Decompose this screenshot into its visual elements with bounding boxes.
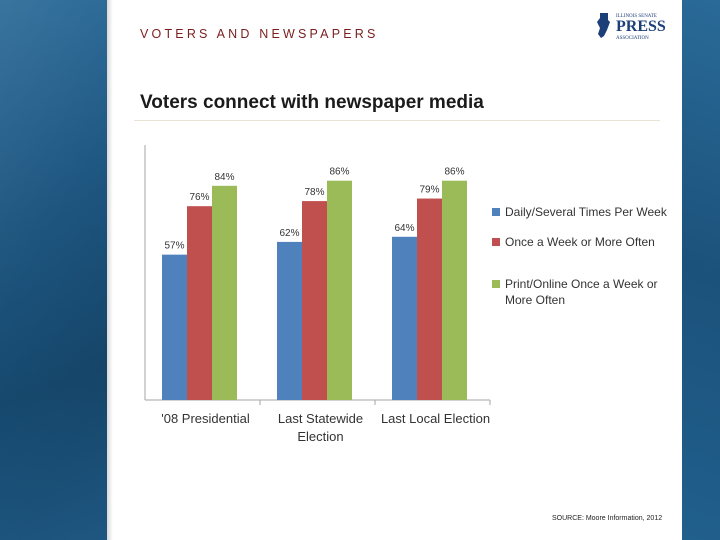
chart-legend: Daily/Several Times Per Week Once a Week …: [492, 204, 677, 308]
legend-item: Print/Online Once a Week or More Often: [492, 276, 677, 308]
bar: [417, 198, 442, 400]
slide-edge-shadow: [107, 0, 113, 540]
legend-label: Once a Week or More Often: [505, 235, 655, 249]
bar: [277, 241, 302, 400]
bar-data-label: 86%: [329, 167, 349, 178]
logo-state-icon: [597, 13, 610, 38]
logo-line3: ASSOCIATION: [616, 36, 649, 41]
press-association-logo: ILLINOIS SENATE PRESS ASSOCIATION: [597, 13, 666, 41]
background-right-panel: [682, 0, 720, 540]
bar: [327, 180, 352, 400]
bar: [392, 236, 417, 400]
logo-line1: ILLINOIS SENATE: [616, 14, 657, 19]
bar-data-label: 57%: [164, 241, 184, 252]
bar-data-label: 78%: [304, 187, 324, 198]
bar: [302, 201, 327, 400]
bar-data-label: 76%: [189, 192, 209, 203]
background-left-panel: [0, 0, 107, 540]
bar-data-label: 86%: [444, 167, 464, 178]
section-kicker: VOTERS AND NEWSPAPERS: [140, 27, 379, 41]
page-title: Voters connect with newspaper media: [140, 92, 484, 113]
title-divider: [134, 120, 660, 121]
bar: [187, 206, 212, 400]
bar-data-label: 64%: [394, 223, 414, 234]
legend-item: Daily/Several Times Per Week: [492, 204, 677, 220]
legend-item: Once a Week or More Often: [492, 234, 677, 250]
logo-word: PRESS: [616, 18, 666, 35]
legend-swatch: [492, 280, 500, 288]
legend-swatch: [492, 238, 500, 246]
legend-label: Print/Online Once a Week or More Often: [505, 277, 658, 307]
bar-chart: 57% 76% 84% '08 Presidential 62% 78% 86% Last S…: [144, 145, 491, 444]
x-tick-label: Last Local Election: [381, 411, 490, 426]
x-tick-label: Last Statewide: [278, 411, 363, 426]
bar: [212, 185, 237, 400]
bar: [442, 180, 467, 400]
legend-label: Daily/Several Times Per Week: [505, 205, 667, 219]
x-tick-label: Election: [297, 429, 343, 444]
bar: [162, 254, 187, 400]
bar-data-label: 62%: [279, 228, 299, 239]
legend-swatch: [492, 208, 500, 216]
bar-data-label: 79%: [419, 185, 439, 196]
bar-data-label: 84%: [214, 172, 234, 183]
x-tick-label: '08 Presidential: [161, 411, 250, 426]
source-note: SOURCE: Moore Information, 2012: [552, 515, 663, 522]
